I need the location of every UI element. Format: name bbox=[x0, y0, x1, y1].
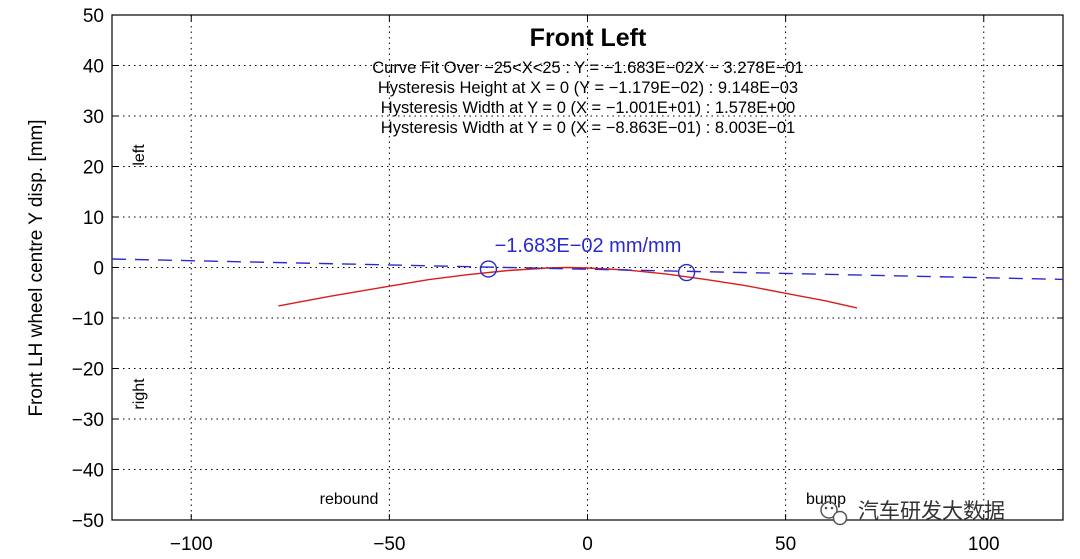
chart-title: Front Left bbox=[530, 24, 647, 52]
y-tick-label-8: −30 bbox=[72, 410, 104, 431]
grid bbox=[112, 15, 1063, 520]
side-label-left: left bbox=[131, 144, 148, 166]
watermark: 汽车研发大数据 bbox=[820, 500, 1005, 526]
y-tick-label-3: 20 bbox=[83, 158, 104, 179]
y-tick-label-2: 30 bbox=[83, 107, 104, 128]
marker-circle-1 bbox=[677, 263, 696, 282]
series-layer bbox=[111, 258, 1064, 309]
marker-circle-0 bbox=[479, 260, 498, 278]
y-tick-label-9: −40 bbox=[72, 461, 104, 482]
y-tick-label-0: 50 bbox=[83, 6, 104, 27]
series-line-0 bbox=[278, 266, 858, 309]
x-tick-label-4: 100 bbox=[968, 534, 1000, 555]
y-tick-label-7: −20 bbox=[72, 360, 104, 381]
annotation-curve-fit: Curve Fit Over −25<X<25 : Y = −1.683E−02… bbox=[372, 59, 803, 77]
x-tick-label-3: 50 bbox=[775, 534, 796, 555]
side-label-bump: bump bbox=[806, 491, 846, 508]
watermark-text: 汽车研发大数据 bbox=[858, 500, 1005, 523]
x-tick-label-1: −50 bbox=[373, 534, 405, 555]
side-label-rebound: rebound bbox=[320, 491, 379, 508]
y-tick-label-10: −50 bbox=[72, 511, 104, 532]
annotation-hysteresis-height: Hysteresis Height at X = 0 (Y = −1.179E−… bbox=[378, 79, 798, 97]
y-axis-label: Front LH wheel centre Y disp. [mm] bbox=[26, 119, 47, 416]
y-tick-label-1: 40 bbox=[83, 57, 104, 78]
y-tick-label-4: 10 bbox=[83, 208, 104, 229]
annotation-hysteresis-width-2: Hysteresis Width at Y = 0 (X = −8.863E−0… bbox=[381, 119, 795, 137]
x-tick-label-2: 0 bbox=[582, 534, 593, 555]
annotation-hysteresis-width-1: Hysteresis Width at Y = 0 (X = −1.001E+0… bbox=[381, 99, 795, 117]
x-tick-label-0: −100 bbox=[170, 534, 213, 555]
y-tick-label-5: 0 bbox=[93, 259, 104, 280]
slope-label: −1.683E−02 mm/mm bbox=[495, 235, 682, 257]
side-label-right: right bbox=[131, 378, 148, 410]
y-tick-label-6: −10 bbox=[72, 309, 104, 330]
series-line-1 bbox=[111, 258, 1064, 281]
wechat-icon bbox=[820, 501, 848, 526]
